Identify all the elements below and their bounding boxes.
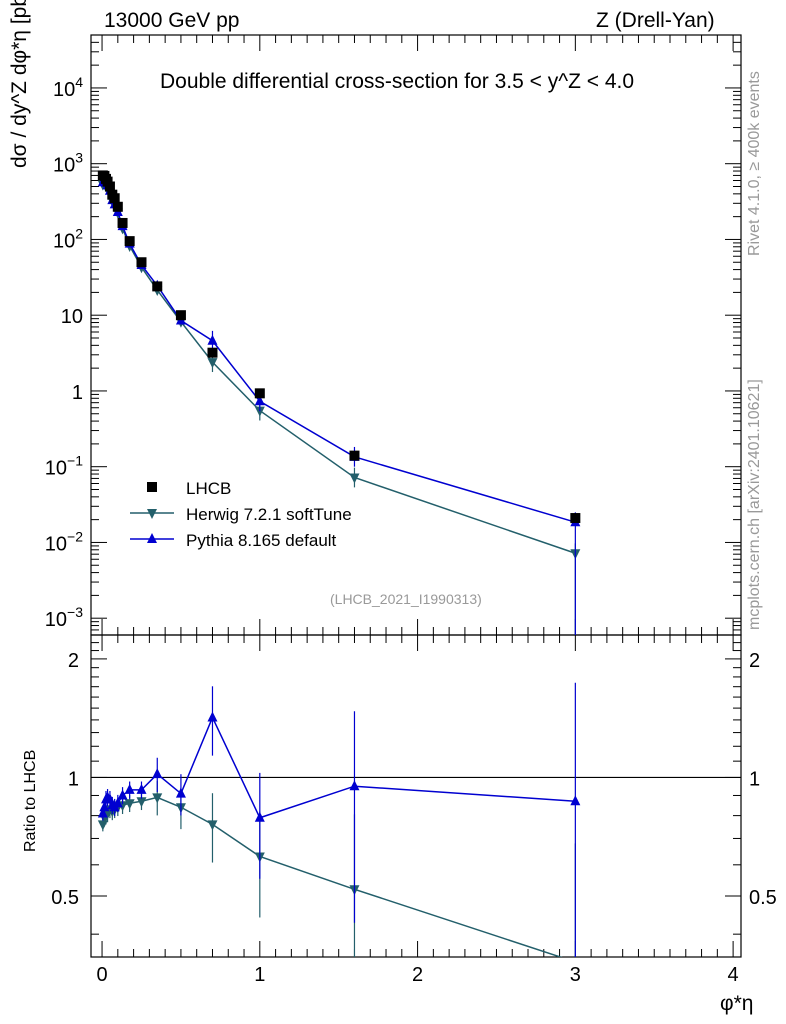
herwig-ratio-point (97, 820, 108, 831)
x-tick-label: 4 (728, 964, 739, 986)
pythia-point (254, 395, 265, 406)
pythia-ratio-point (254, 811, 265, 822)
pythia-line (102, 180, 576, 523)
pythia-ratio-point (207, 711, 218, 722)
analysis-id: (LHCB_2021_I1990313) (330, 591, 482, 607)
legend-marker (147, 482, 157, 492)
y-tick-label: 10 (61, 306, 83, 328)
ratio-tick-label: 0.5 (51, 887, 79, 909)
lhcb-point (207, 347, 218, 358)
pythia-ratio-point (152, 768, 163, 779)
y-tick-label: 103 (53, 150, 83, 177)
legend-label: Pythia 8.165 default (186, 531, 337, 550)
lhcb-point (349, 450, 360, 461)
herwig-point (349, 473, 360, 484)
ratio-tick-label-right: 0.5 (749, 887, 777, 909)
herwig-line (102, 182, 576, 554)
pythia-ratio-point (175, 787, 186, 798)
ratio-tick-label: 2 (68, 650, 79, 672)
pythia-ratio-point (136, 783, 147, 794)
process-label: Z (Drell-Yan) (596, 9, 715, 32)
lhcb-point (175, 310, 186, 321)
y-tick-label: 10−3 (45, 604, 83, 631)
y-tick-label: 10−2 (45, 528, 83, 555)
lhcb-point (117, 217, 128, 228)
herwig-point (254, 406, 265, 417)
pythia-ratio-point (97, 807, 108, 818)
y-tick-label: 104 (53, 74, 83, 101)
chart-title: Double differential cross-section for 3.… (160, 70, 635, 93)
x-axis-label: φ*η (720, 992, 754, 1015)
y-axis-label: dσ / dy^Z dφ*η [pb] (8, 0, 31, 168)
legend-label: Herwig 7.2.1 softTune (186, 505, 352, 524)
lhcb-point (136, 257, 147, 268)
herwig-ratio-line (102, 796, 563, 957)
rivet-label: Rivet 4.1.0, ≥ 400k events (746, 71, 763, 256)
ratio-tick-label: 1 (68, 768, 79, 790)
x-tick-label: 3 (570, 964, 581, 986)
lhcb-point (112, 201, 123, 212)
x-tick-label: 1 (254, 964, 265, 986)
lhcb-point (152, 281, 163, 292)
energy-label: 13000 GeV pp (104, 9, 240, 32)
pythia-ratio-point (112, 797, 123, 808)
ratio-frame (90, 634, 742, 958)
pythia-ratio-point (117, 789, 128, 800)
legend-marker (147, 509, 157, 519)
herwig-point (207, 358, 218, 369)
y-tick-label: 10−1 (45, 453, 83, 480)
legend-label: LHCB (186, 479, 231, 498)
source-label: mcplots.cern.ch [arXiv:2401.10621] (746, 379, 763, 630)
lhcb-point (124, 236, 135, 247)
x-tick-label: 0 (96, 964, 107, 986)
herwig-ratio-point (124, 799, 135, 810)
herwig-ratio-point (207, 820, 218, 831)
pythia-ratio-point (349, 780, 360, 791)
lhcb-point (104, 181, 115, 192)
ratio-tick-label-right: 1 (749, 768, 760, 790)
herwig-ratio-point (152, 793, 163, 804)
lhcb-point (570, 513, 581, 524)
y-tick-label: 102 (53, 225, 83, 252)
herwig-ratio-point (136, 797, 147, 808)
legend-marker (147, 533, 157, 543)
ratio-axis-label: Ratio to LHCB (22, 749, 39, 852)
lhcb-point (109, 193, 120, 204)
pythia-ratio-point (124, 783, 135, 794)
pythia-ratio-point (99, 801, 110, 812)
pythia-ratio-line (102, 715, 576, 819)
y-tick-label: 1 (72, 382, 83, 404)
lhcb-point (254, 388, 265, 399)
x-tick-label: 2 (412, 964, 423, 986)
pythia-point (207, 334, 218, 345)
pythia-ratio-point (570, 795, 581, 806)
ratio-tick-label-right: 2 (749, 650, 760, 672)
